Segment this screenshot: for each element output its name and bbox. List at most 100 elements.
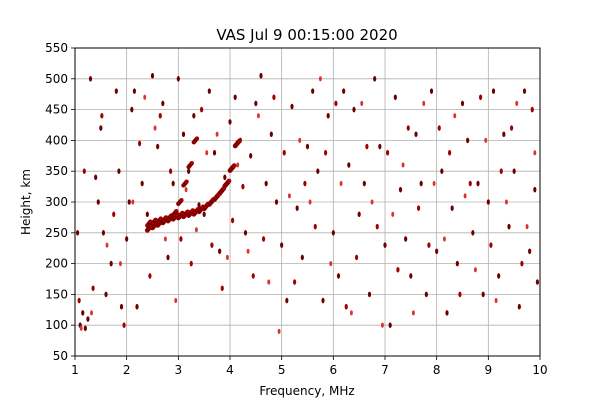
echo-point-bright [484,137,488,143]
echo-point-mid [112,211,116,218]
echo-point-dark [269,131,273,138]
echo-point-mid [468,180,472,187]
echo-point-dark [86,316,90,322]
echo-point-dark [132,88,137,94]
trace-point-lower [179,197,184,203]
echo-point-mid [447,149,452,156]
echo-point-bright [184,187,188,193]
x-tick-label: 6 [330,363,338,377]
echo-point-dark [300,254,304,261]
echo-point-bright [215,131,219,137]
echo-point-dark [331,230,335,236]
echo-point-bright [432,181,436,187]
echo-point-dark [445,310,449,316]
echo-point-dark [388,322,392,329]
y-tick-label: 300 [45,195,68,209]
echo-point-mid [179,236,183,242]
echo-point-dark [321,297,325,304]
echo-point-bright [422,100,426,106]
echo-point-mid [122,322,126,329]
echo-point-dark [156,143,160,150]
echo-point-mid [520,260,524,267]
echo-point-dark [502,131,506,138]
echo-point-dark [352,106,356,113]
echo-point-dark [83,325,87,332]
y-tick-label: 100 [45,318,68,332]
y-tick-label: 250 [45,226,68,240]
echo-point-dark [197,202,201,208]
echo-point-mid [292,279,297,285]
echo-point-dark [528,248,532,255]
echo-point-mid [100,112,104,119]
echo-point-bright [391,211,395,217]
echo-point-mid [77,297,81,304]
echo-point-bright [174,298,178,304]
echo-point-dark [435,248,439,255]
echo-point-mid [303,180,307,187]
echo-point-dark [259,72,263,79]
echo-point-dark [311,88,315,94]
echo-point-dark [166,254,170,261]
echo-point-bright [90,310,93,316]
echo-point-dark [104,291,108,298]
echo-point-bright [143,94,147,100]
echo-point-dark [404,236,408,242]
echo-point-dark [424,291,428,298]
echo-point-dark [507,223,511,230]
echo-point-mid [251,273,255,279]
x-tick-label: 2 [123,363,131,377]
echo-point-dark [383,242,387,248]
echo-point-dark [295,205,299,211]
y-tick-label: 500 [45,72,68,86]
echo-point-dark [254,100,258,107]
echo-point-mid [478,94,483,101]
echo-point-dark [212,149,217,156]
trace-point [231,163,237,169]
echo-point-bright [267,279,271,285]
echo-point-dark [218,248,222,255]
echo-point-dark [316,168,320,174]
echo-point-mid [261,236,266,242]
echo-point-mid [220,285,224,292]
echo-point-bright [236,162,240,168]
y-tick-label: 550 [45,41,68,55]
echo-point-dark [233,94,237,101]
axis-ticks: 1 2 3 4 5 6 7 8 9 10 50 100 150 200 250 300 350 400 450 500… [45,41,548,377]
echo-point-mid [334,100,338,107]
echo-point-bright [504,199,508,205]
echo-point-dark [471,230,475,236]
echo-point-bright [380,322,384,328]
echo-point-bright [256,113,260,119]
echo-point-mid [82,168,86,174]
echo-point-dark [476,180,480,187]
echo-point-dark [533,186,537,193]
echo-point-bright [442,236,446,242]
x-tick-label: 1 [71,363,79,377]
trace-point-lower [189,160,194,166]
echo-point-dark [367,291,372,298]
echo-point-bright [194,227,198,233]
echo-point-bright [153,125,157,131]
echo-point-dark [460,100,465,107]
data-marks [75,72,540,334]
echo-point-dark [181,131,186,138]
echo-point-mid [189,260,193,267]
echo-point-dark [486,199,490,205]
echo-point-dark [414,131,418,138]
echo-point-bright [105,242,109,248]
echo-point-dark [140,180,144,187]
echo-point-mid [137,140,142,147]
echo-point-mid [313,223,317,230]
trace-point-lower [194,136,200,141]
echo-point-bright [411,310,415,316]
echo-point-mid [489,242,493,248]
x-tick-label: 5 [278,363,286,377]
echo-point-mid [437,125,441,131]
echo-point-mid [354,254,359,261]
echo-point-dark [223,174,227,181]
echo-point-dark [342,88,346,94]
echo-point-dark [450,205,454,211]
echo-point-dark [455,260,459,267]
